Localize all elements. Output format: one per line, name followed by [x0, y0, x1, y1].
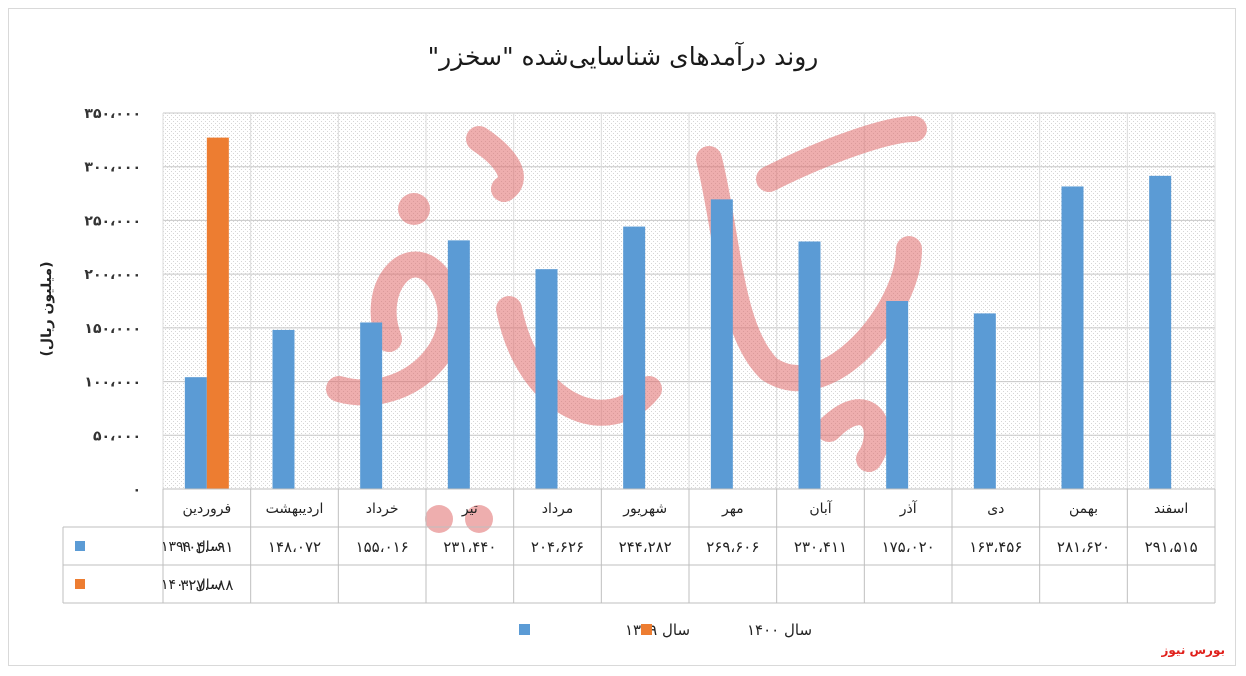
bar-series1 — [360, 322, 383, 489]
bar-series1 — [447, 240, 470, 489]
table-series-name: سال ۱۳۹۹ — [161, 539, 222, 555]
category-label: شهریور — [622, 501, 667, 517]
bar-series1 — [1149, 175, 1172, 490]
bar-series1 — [886, 300, 909, 489]
brand-label: بورس نیوز — [1161, 643, 1225, 657]
data-label: ۱۷۵،۰۲۰ — [882, 538, 935, 556]
bar-series1 — [1061, 186, 1084, 489]
category-label: مهر — [721, 501, 744, 517]
data-label: ۱۵۵،۰۱۶ — [356, 538, 409, 556]
y-tick-label: ۲۵۰،۰۰۰ — [84, 213, 141, 229]
legend-label: سال ۱۴۰۰ — [747, 621, 812, 639]
data-label: ۲۸۱،۶۲۰ — [1057, 538, 1110, 556]
legend-key — [641, 624, 652, 635]
data-label: ۱۰۴،۰۹۱ — [180, 538, 233, 556]
data-label: ۲۰۴،۶۲۶ — [531, 538, 584, 556]
y-tick-label: ۰ — [132, 482, 141, 498]
y-tick-label: ۵۰،۰۰۰ — [93, 428, 141, 444]
data-label: ۲۹۱،۵۱۵ — [1145, 538, 1198, 556]
watermark-dot — [425, 505, 453, 533]
category-label: دی — [987, 501, 1004, 517]
watermark-stroke — [816, 399, 890, 472]
category-label: فروردین — [182, 501, 231, 517]
bar-series1 — [710, 199, 733, 489]
bar-series1 — [184, 377, 207, 489]
category-label: خرداد — [366, 501, 399, 517]
chart-canvas: روند درآمدهای شناسایی‌شده "سخزر" (میلیون… — [39, 41, 1216, 639]
category-label: آذر — [899, 500, 918, 517]
data-label: ۲۳۰،۴۱۱ — [794, 538, 847, 556]
legend-label: سال ۱۳۹۹ — [625, 621, 690, 639]
bar-series1 — [535, 269, 558, 489]
data-label: ۲۴۴،۲۸۲ — [619, 538, 672, 556]
y-axis-label: (میلیون ریال) — [39, 262, 55, 357]
chart-title: روند درآمدهای شناسایی‌شده "سخزر" — [428, 41, 819, 72]
bar-series1 — [623, 226, 646, 489]
category-label: تیر — [461, 501, 478, 517]
watermark-dot — [398, 193, 430, 225]
bar-series1 — [798, 241, 821, 489]
category-label: آبان — [809, 500, 832, 517]
y-tick-label: ۱۰۰،۰۰۰ — [84, 375, 141, 391]
category-label: اردیبهشت — [266, 501, 324, 517]
y-axis-ticks: ۰ ۵۰،۰۰۰ ۱۰۰،۰۰۰ ۱۵۰،۰۰۰ ۲۰۰،۰۰۰ ۲۵۰،۰۰۰ ۳۰۰،۰… — [84, 106, 141, 498]
chart-frame: روند درآمدهای شناسایی‌شده "سخزر" (میلیون… — [8, 8, 1236, 666]
watermark-stroke — [756, 116, 927, 192]
bar-series1 — [272, 329, 295, 489]
bar-series2 — [206, 137, 229, 490]
watermark-stroke — [466, 126, 524, 202]
y-tick-label: ۳۰۰،۰۰۰ — [84, 160, 141, 176]
bars — [184, 137, 1172, 490]
category-label: مرداد — [542, 501, 574, 517]
data-label: ۱۴۸،۰۷۲ — [268, 538, 321, 556]
data-label: ۲۶۹،۶۰۶ — [706, 538, 759, 556]
y-tick-label: ۲۰۰،۰۰۰ — [84, 267, 141, 283]
legend: سال ۱۳۹۹ سال ۱۴۰۰ — [519, 621, 812, 639]
data-label: ۱۶۳،۴۵۶ — [969, 538, 1022, 556]
watermark-stroke — [326, 251, 464, 406]
table-series-name: سال ۱۴۰۰ — [161, 577, 222, 593]
table-legend-key — [75, 579, 85, 589]
legend-key — [519, 624, 530, 635]
y-tick-label: ۱۵۰،۰۰۰ — [84, 321, 141, 337]
data-label: ۲۳۱،۴۴۰ — [443, 538, 496, 556]
data-table: فروردین اردیبهشت خرداد تیر مرداد شهریور مهر آبا… — [62, 488, 1216, 604]
data-label: ۳۲۷،۰۸۸ — [180, 576, 233, 594]
watermark-dot — [465, 505, 493, 533]
table-legend-key — [75, 541, 85, 551]
y-tick-label: ۳۵۰،۰۰۰ — [84, 106, 141, 122]
category-label: اسفند — [1154, 501, 1188, 517]
category-label: بهمن — [1069, 501, 1098, 517]
bar-series1 — [973, 313, 996, 489]
